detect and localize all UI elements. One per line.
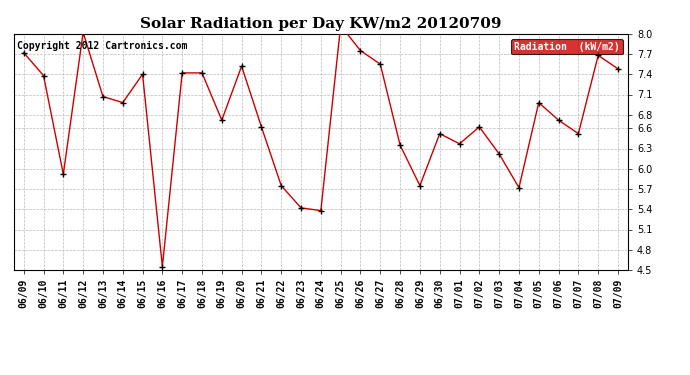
Text: Copyright 2012 Cartronics.com: Copyright 2012 Cartronics.com	[17, 41, 187, 51]
Legend: Radiation  (kW/m2): Radiation (kW/m2)	[511, 39, 623, 54]
Title: Solar Radiation per Day KW/m2 20120709: Solar Radiation per Day KW/m2 20120709	[140, 17, 502, 31]
